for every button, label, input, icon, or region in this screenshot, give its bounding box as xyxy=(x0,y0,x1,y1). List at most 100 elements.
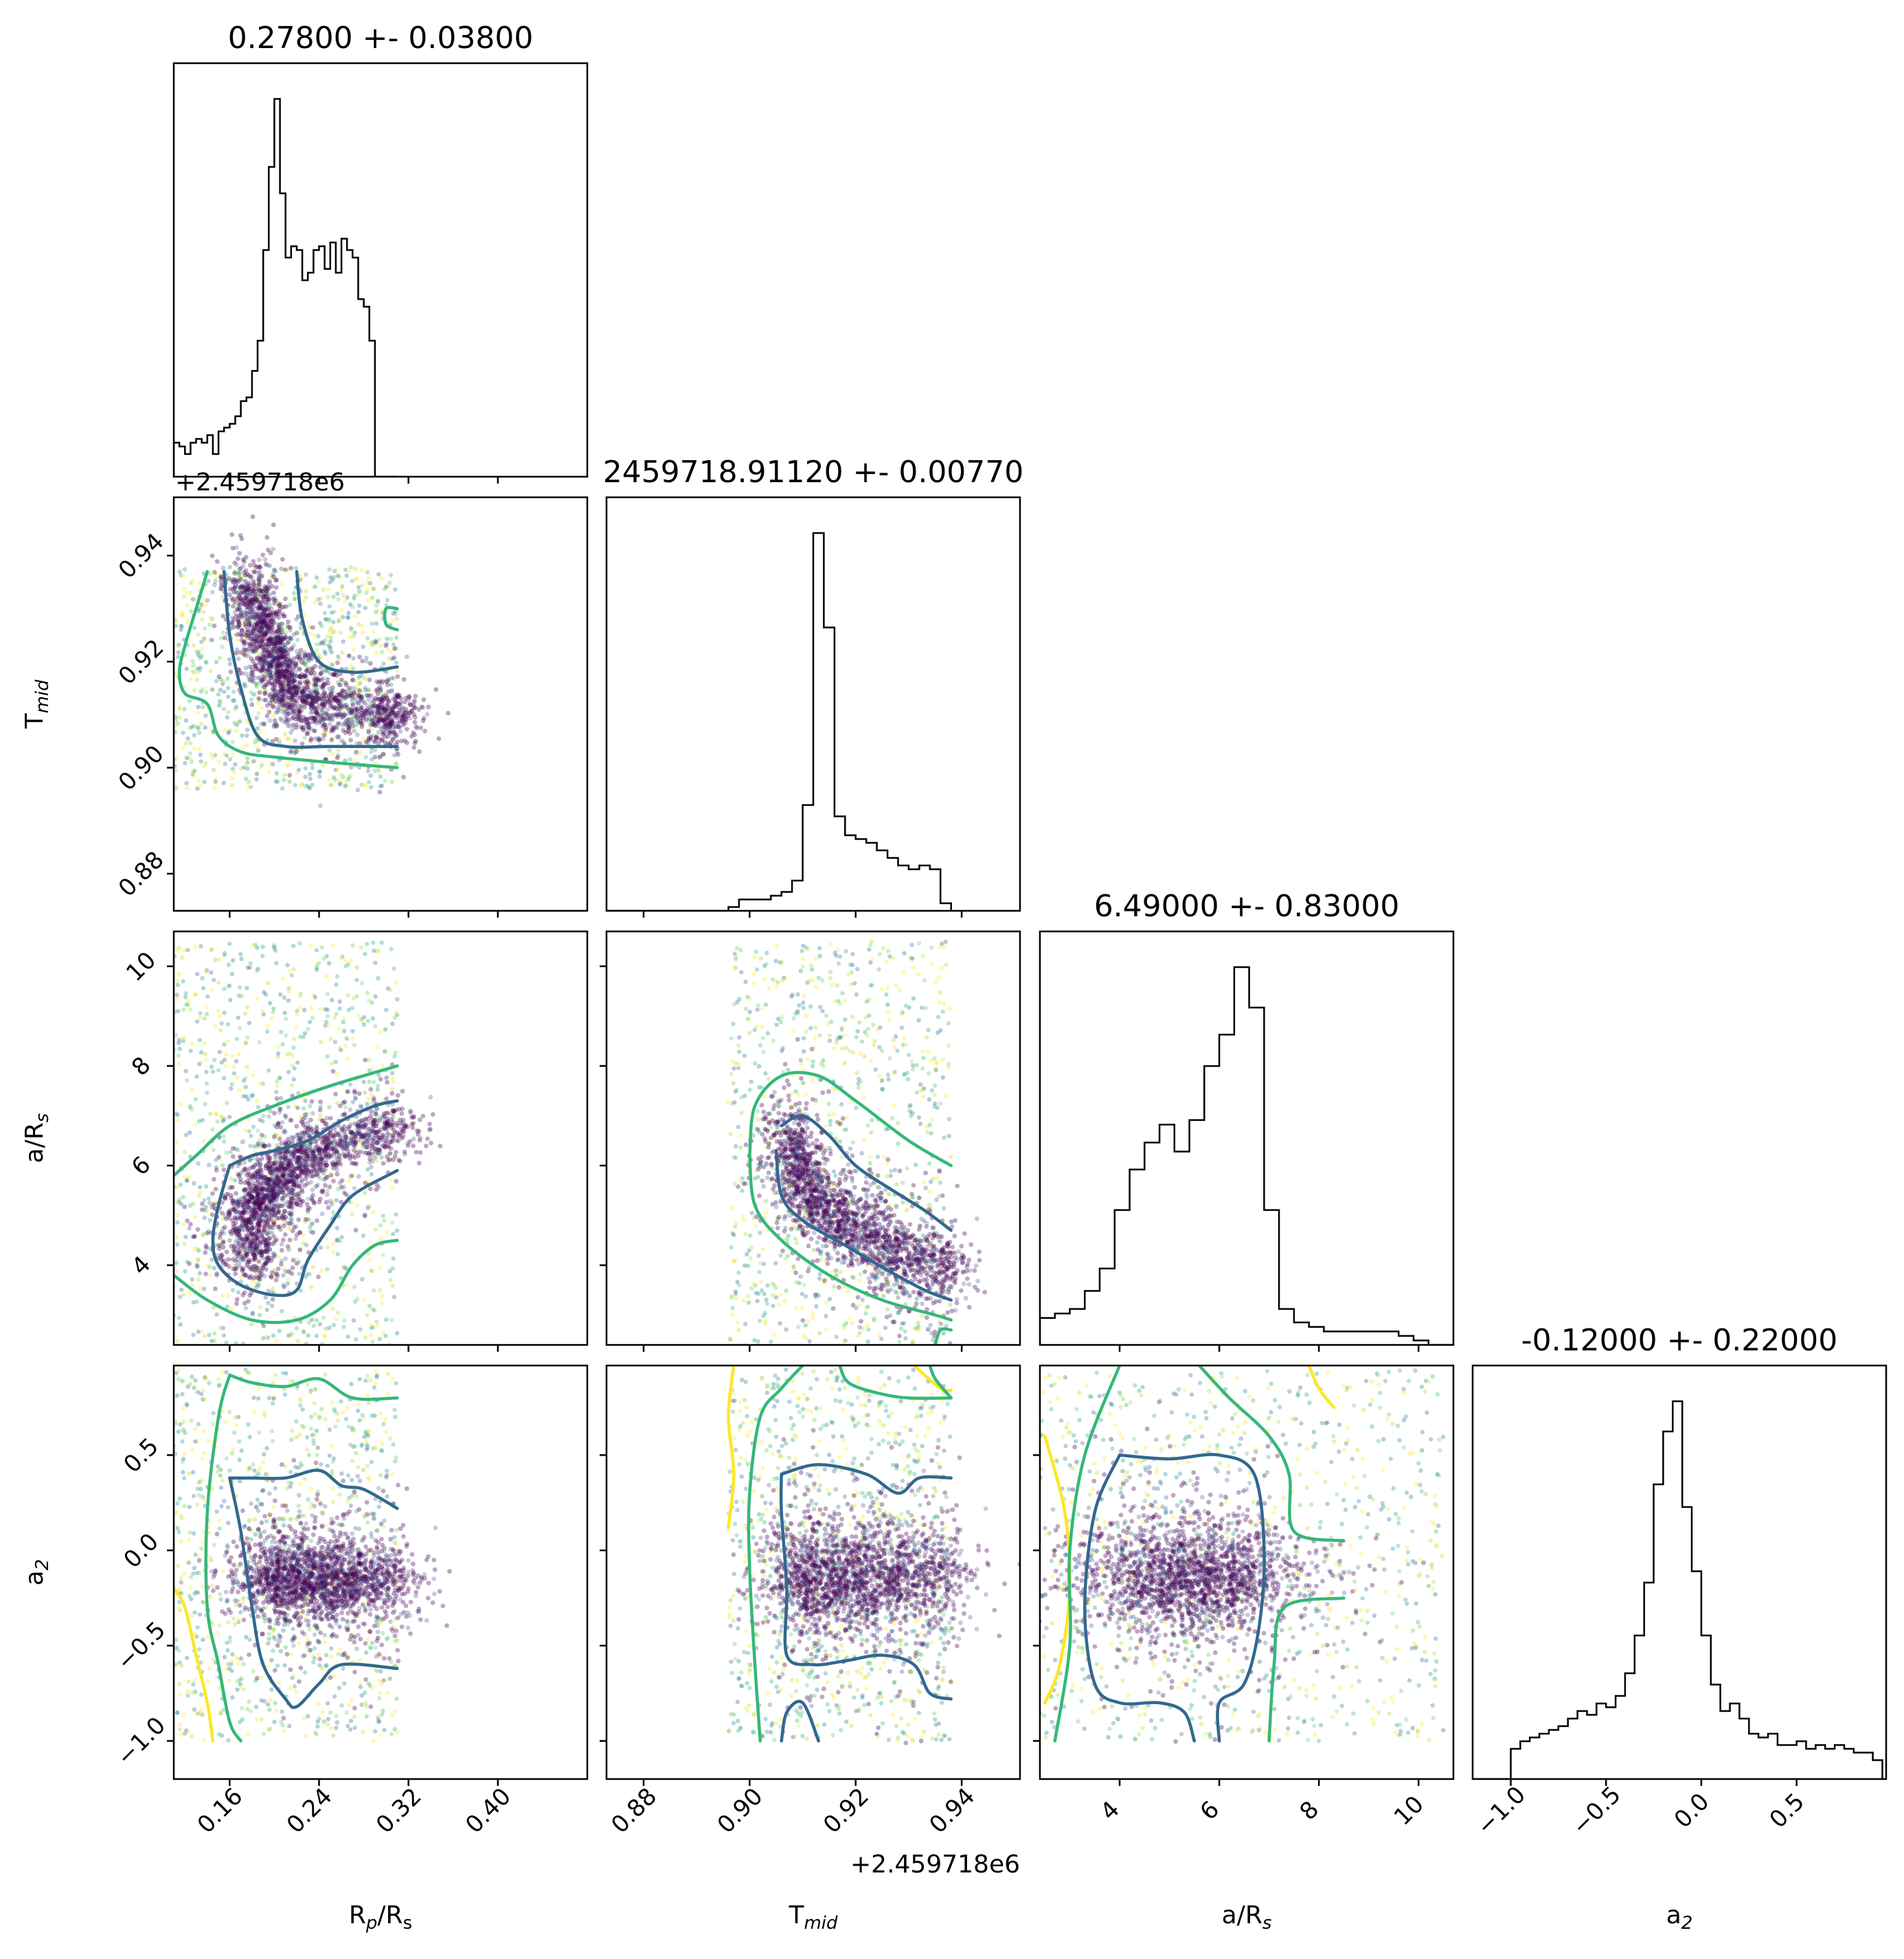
scatter-point xyxy=(323,1334,327,1338)
scatter-point xyxy=(260,1133,264,1137)
scatter-point xyxy=(373,755,378,760)
scatter-point xyxy=(330,783,334,787)
scatter-point xyxy=(372,629,376,633)
scatter-point xyxy=(376,730,381,734)
scatter-point xyxy=(304,572,308,576)
scatter-point xyxy=(397,693,402,698)
scatter-point xyxy=(380,784,384,788)
scatter-point xyxy=(231,1065,236,1069)
scatter-point xyxy=(284,715,289,720)
scatter-point xyxy=(346,1335,350,1339)
scatter-point xyxy=(260,705,264,710)
scatter-point xyxy=(245,727,249,732)
scatter-point xyxy=(335,756,340,760)
scatter-point xyxy=(216,692,220,697)
scatter-point xyxy=(177,1315,181,1320)
scatter-point xyxy=(308,772,312,776)
scatter-point xyxy=(350,677,355,682)
scatter-point xyxy=(200,1201,205,1206)
scatter-point xyxy=(344,1283,348,1287)
scatter-point xyxy=(367,1304,372,1308)
scatter-point xyxy=(286,1105,291,1109)
scatter-point xyxy=(221,1134,225,1138)
scatter-point xyxy=(345,1037,349,1041)
scatter-point xyxy=(231,767,235,771)
scatter-point xyxy=(380,1301,384,1305)
scatter-point xyxy=(204,1069,208,1074)
scatter-point xyxy=(341,1324,345,1328)
scatter-point xyxy=(367,1058,371,1062)
scatter-point xyxy=(185,1002,189,1006)
scatter-point xyxy=(348,686,352,690)
scatter-point xyxy=(343,1105,348,1109)
scatter-point xyxy=(271,705,276,710)
scatter-point xyxy=(267,1068,271,1072)
scatter-point xyxy=(385,585,389,589)
scatter-point xyxy=(413,740,418,745)
scatter-point xyxy=(210,554,215,558)
scatter-point xyxy=(196,1330,201,1334)
scatter-point xyxy=(332,1016,337,1020)
panel-rp-hist: 0.27800 +- 0.03800 xyxy=(174,21,587,484)
scatter-point xyxy=(369,785,373,789)
scatter-point xyxy=(177,1200,181,1205)
scatter-point xyxy=(336,1252,340,1256)
scatter-point xyxy=(390,1021,394,1026)
scatter-point xyxy=(249,657,254,661)
scatter-point xyxy=(268,1001,272,1005)
scatter-point xyxy=(350,943,354,947)
scatter-point xyxy=(249,602,253,607)
scatter-point xyxy=(392,729,396,734)
scatter-point xyxy=(272,567,277,572)
scatter-point xyxy=(293,717,298,722)
scatter-point xyxy=(386,734,391,739)
scatter-point xyxy=(195,666,199,670)
scatter-point xyxy=(256,711,260,715)
scatter-point xyxy=(323,611,327,615)
scatter-point xyxy=(411,703,416,707)
scatter-point xyxy=(324,1326,328,1330)
scatter-point xyxy=(392,642,396,646)
scatter-point xyxy=(359,568,363,572)
scatter-point xyxy=(392,1256,396,1260)
scatter-point xyxy=(310,625,315,630)
scatter-point xyxy=(348,635,352,639)
scatter-point xyxy=(306,667,310,672)
scatter-point xyxy=(336,749,340,753)
scatter-point xyxy=(244,1041,248,1045)
scatter-point xyxy=(217,759,221,763)
scatter-point xyxy=(378,1077,383,1082)
scatter-point xyxy=(230,776,234,780)
scatter-point xyxy=(258,643,263,648)
scatter-point xyxy=(321,763,325,767)
scatter-point xyxy=(260,679,264,683)
scatter-point xyxy=(347,569,351,573)
scatter-point xyxy=(389,947,394,951)
scatter-point xyxy=(385,642,389,646)
scatter-point xyxy=(210,590,214,594)
scatter-point xyxy=(327,567,331,571)
scatter-point xyxy=(274,1089,278,1094)
scatter-point xyxy=(228,998,232,1002)
scatter-point xyxy=(321,1315,326,1320)
scatter-point xyxy=(381,661,385,666)
scatter-point xyxy=(184,718,188,723)
scatter-point xyxy=(307,1272,311,1276)
scatter-point xyxy=(202,637,206,642)
scatter-point xyxy=(205,598,209,602)
scatter-point xyxy=(286,1281,290,1285)
scatter-point xyxy=(311,1265,315,1269)
scatter-point xyxy=(381,752,386,757)
scatter-point xyxy=(352,1148,356,1153)
scatter-point xyxy=(370,622,374,626)
scatter-point xyxy=(188,751,192,756)
scatter-point xyxy=(190,669,194,673)
scatter-point xyxy=(399,738,404,743)
scatter-point xyxy=(338,779,342,783)
scatter-point xyxy=(211,1069,215,1074)
scatter-point xyxy=(372,949,376,953)
scatter-point xyxy=(226,710,230,714)
scatter-point xyxy=(205,1081,209,1085)
scatter-point xyxy=(181,1293,185,1297)
scatter-point xyxy=(370,1172,374,1176)
